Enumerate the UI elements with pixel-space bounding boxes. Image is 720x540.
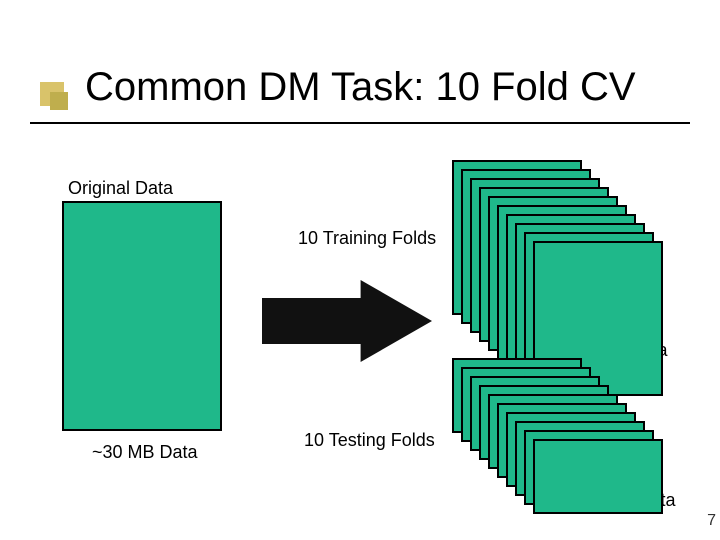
- label-testing-folds: 10 Testing Folds: [304, 430, 435, 451]
- testing-fold-card: [533, 439, 663, 514]
- title-underline: [30, 122, 690, 124]
- label-original-data: Original Data: [68, 178, 173, 199]
- testing-folds-stack: [452, 358, 663, 514]
- page-number: 7: [707, 512, 716, 530]
- title-bullet-icon: [40, 82, 70, 112]
- slide-title: Common DM Task: 10 Fold CV: [85, 65, 636, 110]
- label-training-folds: 10 Training Folds: [298, 228, 436, 249]
- arrow-icon: [262, 280, 432, 362]
- original-data-box: [62, 201, 222, 431]
- label-30mb: ~30 MB Data: [92, 442, 198, 463]
